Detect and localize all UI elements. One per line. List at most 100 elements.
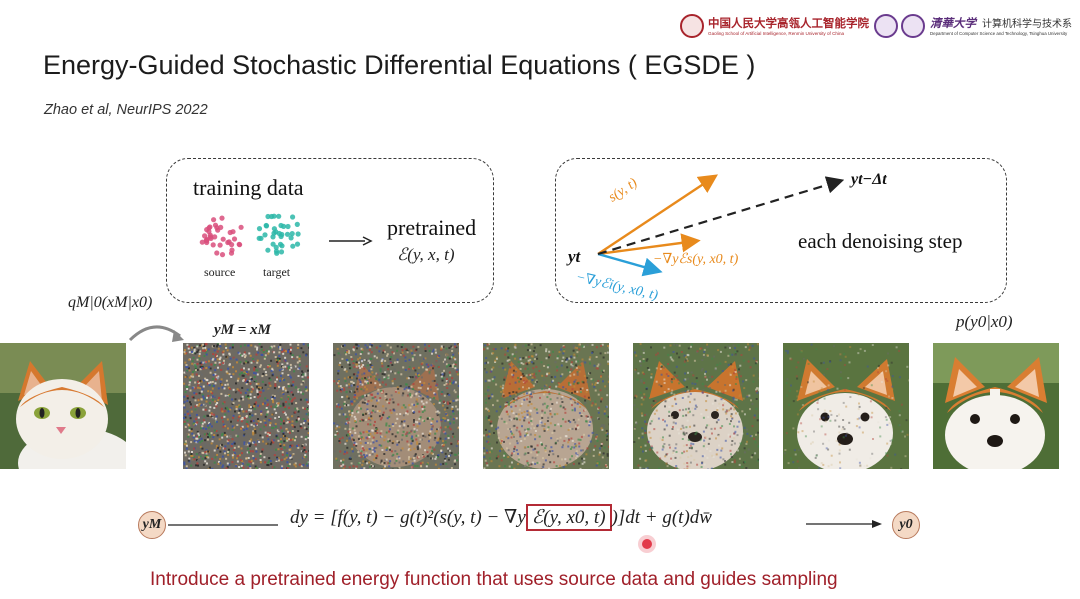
source-dot (225, 239, 231, 246)
source-dot (231, 236, 238, 242)
tsinghua-seal-icon (874, 14, 898, 38)
source-dot (206, 228, 212, 235)
source-dot (229, 247, 235, 253)
target-dot (263, 222, 269, 229)
source-dot (220, 236, 226, 242)
score-arrow (597, 174, 718, 255)
end-arrow-icon (806, 520, 882, 528)
pretrained-label: pretrained (387, 215, 477, 240)
target-dot (265, 247, 271, 253)
source-dot (219, 252, 226, 258)
ym-node-label: yM (142, 517, 162, 532)
target-dot (274, 250, 280, 256)
dog-output-image (933, 343, 1059, 469)
source-dot (210, 242, 216, 248)
noise-step-1 (183, 343, 309, 469)
target-dot (278, 249, 285, 255)
target-dot (290, 243, 296, 249)
training-data-heading: training data (193, 175, 304, 200)
update-dashed-arrow (597, 176, 845, 256)
target-dot (285, 223, 291, 230)
target-dot (262, 232, 268, 238)
source-dot (204, 236, 210, 242)
y0-node: y0 (892, 511, 920, 539)
target-dot (294, 221, 300, 227)
noise-step-2 (333, 343, 459, 469)
ruc-seal-icon (680, 14, 704, 38)
source-dot (199, 239, 205, 245)
tsinghua-subtitle: Department of Computer Science and Techn… (930, 31, 1068, 36)
source-dot (237, 242, 243, 248)
ruc-logo: 中国人民大学高瓴人工智能学院 Gaoling School of Artific… (680, 12, 869, 40)
target-dot (289, 231, 295, 237)
curved-arrow-icon (128, 325, 184, 342)
target-dot (256, 226, 263, 232)
target-dot (271, 213, 277, 219)
citation: Zhao et al, NeurIPS 2022 (44, 102, 208, 118)
noise-step-4 (633, 343, 759, 469)
source-dot (218, 224, 224, 230)
target-dot (277, 241, 284, 247)
equation-lhs: dy = [f(y, t) − g(t)²(s(y, t) − ∇y (290, 507, 526, 528)
noise-step-5 (783, 343, 909, 469)
target-dot (295, 231, 301, 237)
ruc-subtitle: Gaoling School of Artificial Intelligenc… (708, 31, 845, 36)
sde-equation: dy = [f(y, t) − g(t)²(s(y, t) − ∇y ℰ(y, x… (290, 504, 712, 531)
source-dot (212, 222, 219, 228)
yt-label: yt (568, 247, 581, 266)
noise-step-3 (483, 343, 609, 469)
data-scatter (199, 213, 301, 258)
each-denoising-step-label: each denoising step (798, 229, 963, 253)
vector-diagram (597, 174, 845, 277)
source-dot (207, 224, 213, 230)
denoising-step-box: yt yt−Δt s(y, t) −∇yℰs(y, x0, t) −∇yℰi(y… (555, 158, 1007, 303)
q-label: qM|0(xM|x0) (68, 294, 153, 311)
source-dots (199, 215, 244, 258)
tsinghua-logo: 清華大学 计算机科学与技术系 Department of Computer Sc… (874, 12, 1074, 40)
source-dot (230, 229, 236, 235)
source-dot (211, 217, 217, 223)
ym-equals-xm-label: yM = xM (214, 322, 271, 338)
yt-minus-label: yt−Δt (851, 171, 887, 188)
target-dot (290, 214, 296, 220)
target-dot (265, 213, 271, 220)
tsinghua-dept: 计算机科学与技术系 (982, 19, 1072, 30)
equation-rhs: )]dt + g(t)dw̄ (611, 507, 712, 528)
target-dots (256, 213, 301, 256)
target-dot (276, 230, 282, 237)
y0-node-label: y0 (899, 517, 913, 532)
ym-node: yM (138, 511, 166, 539)
slide-title: Energy-Guided Stochastic Differential Eq… (43, 50, 756, 80)
target-dot (258, 235, 264, 241)
tsinghua-name: 清華大学 (930, 16, 976, 30)
cat-source-image (0, 343, 126, 469)
target-dot (276, 213, 282, 219)
pretrain-arrow-icon (329, 236, 373, 246)
training-data-box: training data source target pretrained ℰ… (166, 158, 494, 303)
target-dot (284, 231, 291, 237)
grad-s-label: −∇yℰs(y, x0, t) (653, 252, 739, 267)
source-dot (217, 242, 223, 248)
source-dot (229, 242, 235, 248)
target-dot (273, 244, 279, 250)
grad-s-arrow (597, 233, 701, 256)
source-dot (238, 224, 244, 230)
energy-term-box: ℰ(y, x0, t) (525, 504, 612, 531)
target-dot (294, 241, 301, 247)
cursor-dot-icon (642, 539, 652, 549)
source-dot (214, 250, 220, 256)
source-dot (212, 234, 218, 240)
tsinghua-seal-icon-2 (901, 14, 925, 38)
source-dot (219, 215, 225, 221)
target-dot (288, 235, 294, 241)
source-label: source (204, 265, 236, 279)
p-label: p(y0|x0) (956, 312, 1013, 331)
ruc-name: 中国人民大学高瓴人工智能学院 (708, 16, 869, 30)
target-dot (270, 234, 276, 240)
target-dot (271, 226, 277, 232)
target-label: target (263, 265, 291, 279)
target-dot (278, 222, 284, 229)
energy-formula: ℰ(y, x, t) (397, 245, 455, 264)
slide-caption: Introduce a pretrained energy function t… (150, 569, 838, 590)
grad-i-arrow (597, 252, 663, 277)
